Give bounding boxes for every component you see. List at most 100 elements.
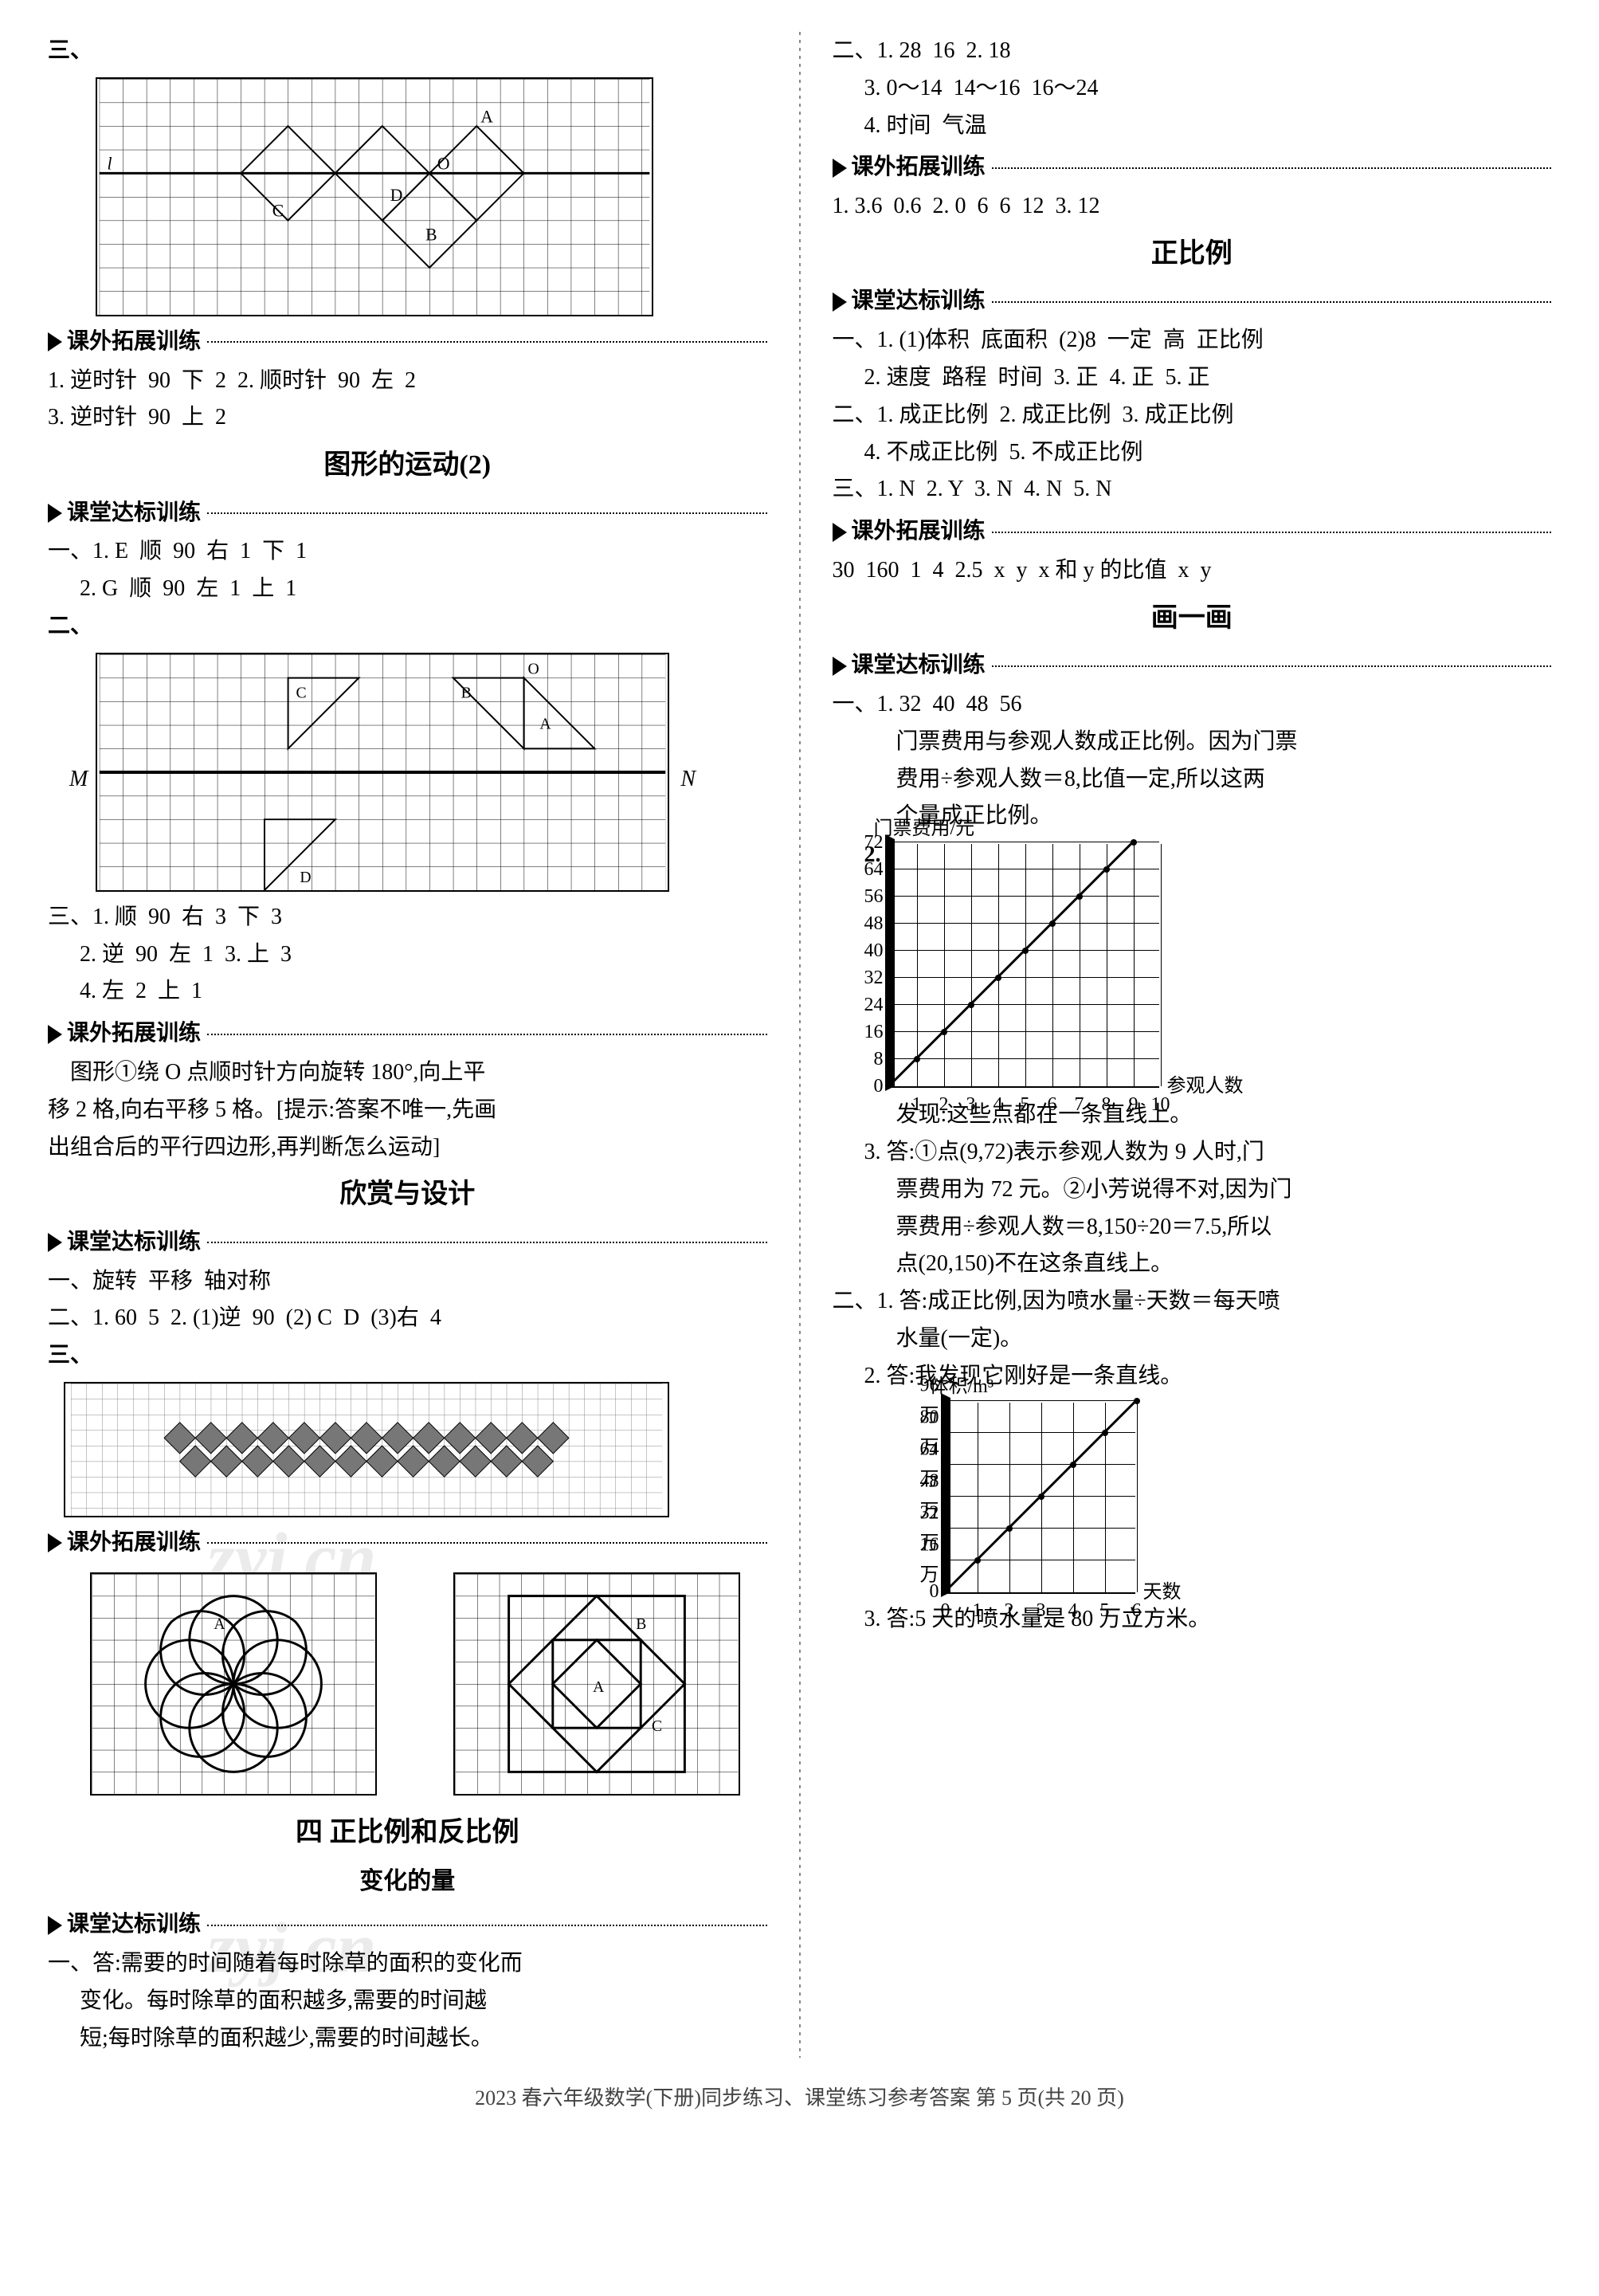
heading-text: 课外拓展训练 bbox=[852, 150, 986, 186]
answer-line: 费用÷参观人数＝8,比值一定,所以这两 bbox=[833, 762, 1552, 798]
page-footer: 2023 春六年级数学(下册)同步练习、课堂练习参考答案 第 5 页(共 20 … bbox=[48, 2082, 1551, 2115]
label-M: M bbox=[69, 762, 88, 798]
answer-line: 3. 0～14 14～16 16～24 bbox=[833, 71, 1552, 107]
chart-volume-wrap: 016 万32 万48 万64 万80 万96 万0123456体积/m³天数 bbox=[944, 1403, 1552, 1594]
svg-text:D: D bbox=[390, 186, 403, 205]
answer-line: 二、1. 答:成正比例,因为喷水量÷天数＝每天喷 bbox=[833, 1284, 1552, 1320]
answer-line: 门票费用与参观人数成正比例。因为门票 bbox=[833, 724, 1552, 760]
answer-line: 一、1. E 顺 90 右 1 下 1 bbox=[48, 534, 767, 570]
answer-line: 2. G 顺 90 左 1 上 1 bbox=[48, 571, 767, 607]
answer-line: 3. 答:①点(9,72)表示参观人数为 9 人时,门 bbox=[833, 1135, 1552, 1171]
lesson-subtitle: 变化的量 bbox=[48, 1862, 767, 1901]
heading-text: 课外拓展训练 bbox=[852, 514, 986, 550]
answer-line: 二、1. 28 16 2. 18 bbox=[833, 33, 1552, 69]
answer-line: 变化。每时除草的面积越多,需要的时间越 bbox=[48, 1984, 767, 2019]
answer-line: 二、1. 成正比例 2. 成正比例 3. 成正比例 bbox=[833, 398, 1552, 434]
answer-line: 票费用为 72 元。②小芳说得不对,因为门 bbox=[833, 1172, 1552, 1208]
fig2-marker: 二、 bbox=[48, 609, 767, 645]
answer-line: 票费用÷参观人数＝8,150÷20＝7.5,所以 bbox=[833, 1210, 1552, 1246]
lesson-title: 图形的运动(2) bbox=[48, 444, 767, 487]
triangle-icon bbox=[833, 523, 847, 542]
section-heading: 课外拓展训练 bbox=[833, 150, 1552, 186]
triangle-icon bbox=[48, 1916, 62, 1935]
answer-line: 1. 3.6 0.6 2. 0 6 6 12 3. 12 bbox=[833, 189, 1552, 225]
answer-line: 三、1. N 2. Y 3. N 4. N 5. N bbox=[833, 472, 1552, 508]
triangle-icon bbox=[833, 657, 847, 676]
section-heading: 课堂达标训练 bbox=[833, 284, 1552, 320]
heading-text: 课堂达标训练 bbox=[67, 496, 201, 532]
answer-line: 4. 时间 气温 bbox=[833, 108, 1552, 144]
triangle-icon bbox=[48, 332, 62, 351]
svg-text:O: O bbox=[437, 154, 450, 173]
answer-line: 2. 速度 路程 时间 3. 正 4. 正 5. 正 bbox=[833, 360, 1552, 396]
answer-line: 水量(一定)。 bbox=[833, 1321, 1552, 1357]
answer-line: 图形①绕 O 点顺时针方向旋转 180°,向上平 bbox=[48, 1055, 767, 1091]
answer-line: 一、旋转 平移 轴对称 bbox=[48, 1264, 767, 1300]
answer-line: 三、1. 顺 90 右 3 下 3 bbox=[48, 900, 767, 936]
heading-text: 课外拓展训练 bbox=[67, 1016, 201, 1052]
triangle-icon bbox=[833, 159, 847, 178]
section-heading: 课堂达标训练 bbox=[48, 496, 767, 532]
fig3-marker: 三、 bbox=[48, 1338, 767, 1374]
svg-text:C: C bbox=[652, 1717, 662, 1735]
section-heading: 课外拓展训练 bbox=[48, 1016, 767, 1052]
heading-text: 课外拓展训练 bbox=[67, 1525, 201, 1561]
lesson-title: 正比例 bbox=[833, 233, 1552, 276]
triangle-icon bbox=[48, 1025, 62, 1044]
svg-text:D: D bbox=[300, 869, 311, 886]
svg-text:C: C bbox=[272, 201, 284, 220]
heading-text: 课堂达标训练 bbox=[852, 648, 986, 684]
section-heading: 课堂达标训练 bbox=[48, 1225, 767, 1261]
answer-line: 4. 不成正比例 5. 不成正比例 bbox=[833, 435, 1552, 471]
svg-text:A: A bbox=[214, 1615, 225, 1633]
svg-text:l: l bbox=[108, 154, 112, 173]
figure-pair: A B A C bbox=[64, 1564, 767, 1803]
answer-line: 一、1. (1)体积 底面积 (2)8 一定 高 正比例 bbox=[833, 323, 1552, 359]
page: 三、 A B C bbox=[48, 32, 1551, 2058]
figure-grid-triangles: C B A O D M N M N bbox=[96, 653, 669, 892]
answer-line: 2. 逆 90 左 1 3. 上 3 bbox=[48, 937, 767, 973]
section-heading: 课外拓展训练 bbox=[48, 324, 767, 360]
column-divider bbox=[799, 32, 801, 2058]
section-heading: 课堂达标训练 bbox=[833, 648, 1552, 684]
answer-line: 出组合后的平行四边形,再判断怎么运动] bbox=[48, 1130, 767, 1166]
label-N: N bbox=[680, 762, 696, 798]
answer-line: 二、1. 60 5 2. (1)逆 90 (2) C D (3)右 4 bbox=[48, 1301, 767, 1336]
answer-line: 一、答:需要的时间随着每时除草的面积的变化而 bbox=[48, 1946, 767, 1982]
svg-text:A: A bbox=[539, 715, 551, 732]
svg-text:C: C bbox=[296, 684, 306, 701]
svg-text:A: A bbox=[593, 1678, 605, 1696]
answer-line: 3. 逆时针 90 上 2 bbox=[48, 400, 767, 436]
section-heading: 课堂达标训练 zyj.cn bbox=[48, 1907, 767, 1943]
triangle-icon bbox=[48, 1233, 62, 1252]
svg-text:B: B bbox=[425, 225, 437, 244]
figure-grid-diamonds: A B C D O l bbox=[96, 77, 653, 316]
lesson-title: 欣赏与设计 bbox=[48, 1173, 767, 1216]
triangle-icon bbox=[48, 1533, 62, 1552]
svg-text:A: A bbox=[480, 107, 493, 126]
chart-ticket-wrap: 08162432404856647212345678910门票费用/元参观人数 bbox=[888, 844, 1159, 1088]
svg-text:B: B bbox=[461, 684, 472, 701]
answer-line: 移 2 格,向右平移 5 格。[提示:答案不唯一,先画 bbox=[48, 1093, 767, 1128]
right-column: 二、1. 28 16 2. 18 3. 0～14 14～16 16～24 4. … bbox=[833, 32, 1552, 2058]
chart-volume: 016 万32 万48 万64 万80 万96 万0123456体积/m³天数 bbox=[944, 1403, 1135, 1594]
left-column: 三、 A B C bbox=[48, 32, 767, 2058]
answer-line: 短;每时除草的面积越少,需要的时间越长。 bbox=[48, 2021, 767, 2057]
figure-pinwheel: A bbox=[90, 1572, 377, 1796]
answer-line: 1. 逆时针 90 下 2 2. 顺时针 90 左 2 bbox=[48, 363, 767, 399]
heading-text: 课堂达标训练 bbox=[67, 1225, 201, 1261]
answer-line: 4. 左 2 上 1 bbox=[48, 974, 767, 1010]
triangle-icon bbox=[48, 504, 62, 523]
lesson-title: 画一画 bbox=[833, 597, 1552, 640]
answer-line: 30 160 1 4 2.5 x y x 和 y 的比值 x y bbox=[833, 553, 1552, 589]
figure-pattern-strip bbox=[64, 1382, 669, 1517]
triangle-icon bbox=[833, 292, 847, 312]
svg-text:B: B bbox=[637, 1615, 647, 1633]
heading-text: 课堂达标训练 bbox=[852, 284, 986, 320]
section-heading: 课外拓展训练 bbox=[833, 514, 1552, 550]
figure-nested-squares: B A C bbox=[453, 1572, 740, 1796]
answer-line: 一、1. 32 40 48 56 bbox=[833, 687, 1552, 723]
answer-line: 点(20,150)不在这条直线上。 bbox=[833, 1246, 1552, 1282]
svg-text:O: O bbox=[528, 660, 539, 677]
section-heading: 课外拓展训练 zyj.cn bbox=[48, 1525, 767, 1561]
